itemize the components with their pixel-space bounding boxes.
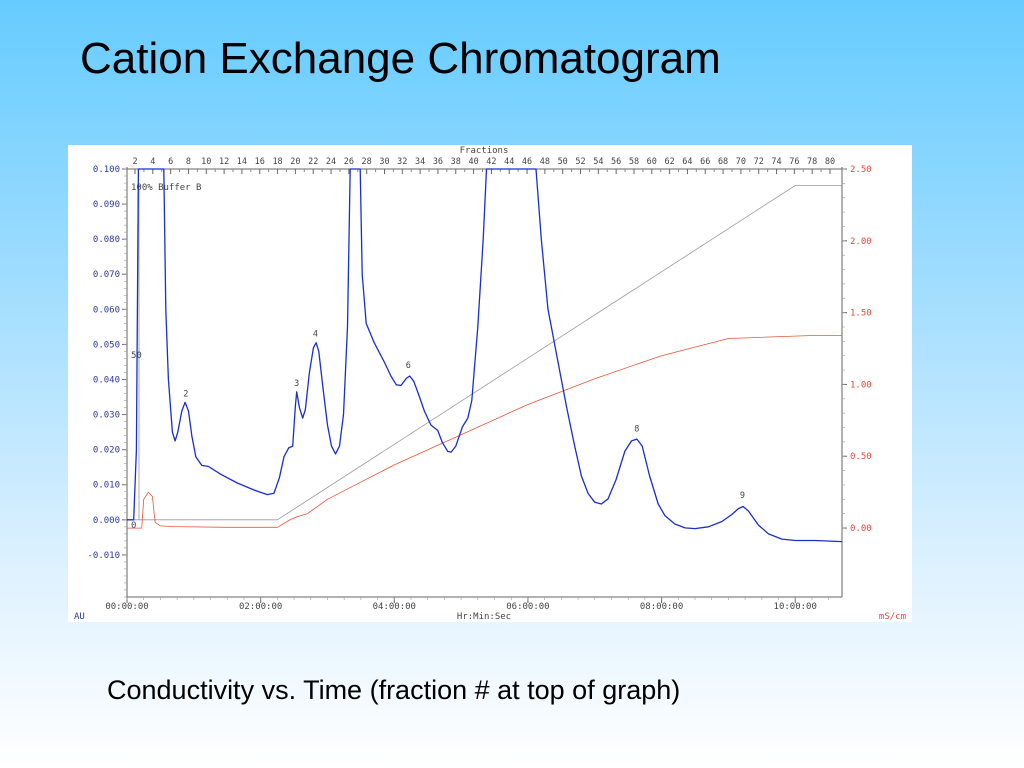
fraction-label: 54: [593, 157, 603, 167]
fraction-label: 46: [522, 157, 532, 167]
right-tick-label: 1.00: [850, 380, 872, 390]
peak-label: 4: [313, 330, 318, 340]
fraction-label: 44: [504, 157, 514, 167]
fraction-label: 6: [168, 157, 173, 167]
fraction-label: 74: [771, 157, 781, 167]
peak-label: 2: [183, 389, 188, 399]
fraction-label: 64: [682, 157, 692, 167]
peak-label: 6: [406, 361, 411, 371]
fraction-label: 66: [700, 157, 710, 167]
left-tick-label: 0.090: [93, 200, 120, 210]
slide-caption: Conductivity vs. Time (fraction # at top…: [107, 675, 681, 705]
buffer-line: [127, 185, 842, 521]
fraction-label: 14: [237, 157, 247, 167]
time-tick-label: 04:00:00: [373, 602, 416, 612]
fraction-label: 80: [825, 157, 835, 167]
left-tick-label: 0.010: [93, 481, 120, 491]
fraction-label: 38: [451, 157, 461, 167]
fraction-axis: 2 4 6 8 10 12 14 16 18 20 22 24 26 28 30 32 34 36 38 40 42 44…: [132, 157, 835, 174]
right-tick-label: 0.50: [850, 452, 872, 462]
fraction-label: 24: [326, 157, 336, 167]
right-tick-label: 0.00: [850, 524, 872, 534]
peak-label: 9: [740, 491, 745, 501]
absorbance-line: [127, 168, 843, 543]
buffer-label: 100% Buffer B: [131, 183, 201, 193]
right-tick-label: 2.00: [850, 237, 872, 247]
fraction-label: 2: [132, 157, 137, 167]
fraction-label: 28: [362, 157, 372, 167]
left-tick-label: 0.050: [93, 340, 120, 350]
time-axis-ticks: 00:00:00 02:00:00 04:00:00 06:00:00 08:00:00…: [105, 597, 829, 612]
fraction-label: 34: [415, 157, 425, 167]
fraction-label: 62: [664, 157, 674, 167]
time-tick-label: 06:00:00: [506, 602, 549, 612]
fraction-label: 48: [540, 157, 550, 167]
left-tick-label: 0.100: [93, 165, 120, 175]
right-axis-ticks: 2.50 2.00 1.50 1.00 0.50 0.00: [842, 165, 872, 534]
peak-label: 8: [634, 424, 639, 434]
fraction-label: 52: [575, 157, 585, 167]
fraction-label: 18: [272, 157, 282, 167]
fraction-label: 10: [201, 157, 211, 167]
fraction-label: 58: [629, 157, 639, 167]
series-lines: [127, 168, 843, 543]
peak-label: 3: [294, 379, 299, 389]
time-tick-label: 02:00:00: [239, 602, 282, 612]
left-tick-label: 0.060: [93, 305, 120, 315]
buffer-marker-50: 50: [131, 351, 142, 361]
time-tick-label: 10:00:00: [774, 602, 817, 612]
fraction-label: 20: [290, 157, 300, 167]
time-tick-label: 08:00:00: [640, 602, 683, 612]
right-tick-label: 2.50: [850, 165, 872, 175]
slide-title: Cation Exchange Chromatogram: [80, 34, 721, 83]
fraction-label: 12: [219, 157, 229, 167]
fraction-label: 56: [611, 157, 621, 167]
time-tick-label: 00:00:00: [105, 602, 148, 612]
left-axis-unit: AU: [74, 612, 85, 622]
x-axis-label: Hr:Min:Sec: [457, 612, 511, 622]
fraction-label: 60: [647, 157, 657, 167]
left-tick-label: -0.010: [87, 551, 120, 561]
fraction-label: 50: [558, 157, 568, 167]
fraction-label: 8: [186, 157, 191, 167]
fraction-label: 68: [718, 157, 728, 167]
fraction-label: 78: [807, 157, 817, 167]
left-tick-label: 0.000: [93, 516, 120, 526]
chromatogram-panel: Fractions Hr:Min:Sec AU mS/cm 2 4 6 8 10 12 14…: [68, 145, 912, 622]
left-tick-label: 0.040: [93, 375, 120, 385]
fraction-label: 72: [754, 157, 764, 167]
left-tick-label: 0.020: [93, 446, 120, 456]
left-tick-label: 0.030: [93, 411, 120, 421]
fraction-label: 70: [736, 157, 746, 167]
left-tick-label: 0.080: [93, 235, 120, 245]
fraction-label: 40: [468, 157, 478, 167]
right-tick-label: 1.50: [850, 309, 872, 319]
fraction-label: 16: [255, 157, 265, 167]
fraction-label: 22: [308, 157, 318, 167]
left-axis-ticks: 0.100 0.090 0.080 0.070 0.060 0.050 0.040 0.030…: [87, 165, 127, 598]
conductivity-line: [127, 335, 842, 529]
fraction-label: 26: [344, 157, 354, 167]
left-tick-label: 0.070: [93, 270, 120, 280]
annotations: 100% Buffer B 50 0 2 3 4 6 8 9: [131, 183, 745, 531]
fraction-label: 4: [150, 157, 155, 167]
fraction-label: 36: [433, 157, 443, 167]
top-axis-label: Fractions: [460, 146, 509, 156]
fraction-label: 76: [789, 157, 799, 167]
buffer-marker-0: 0: [131, 521, 136, 531]
fraction-label: 30: [379, 157, 389, 167]
fraction-label: 42: [486, 157, 496, 167]
fraction-label: 32: [397, 157, 407, 167]
chromatogram-chart: Fractions Hr:Min:Sec AU mS/cm 2 4 6 8 10 12 14…: [68, 145, 912, 622]
right-axis-unit: mS/cm: [879, 612, 906, 622]
